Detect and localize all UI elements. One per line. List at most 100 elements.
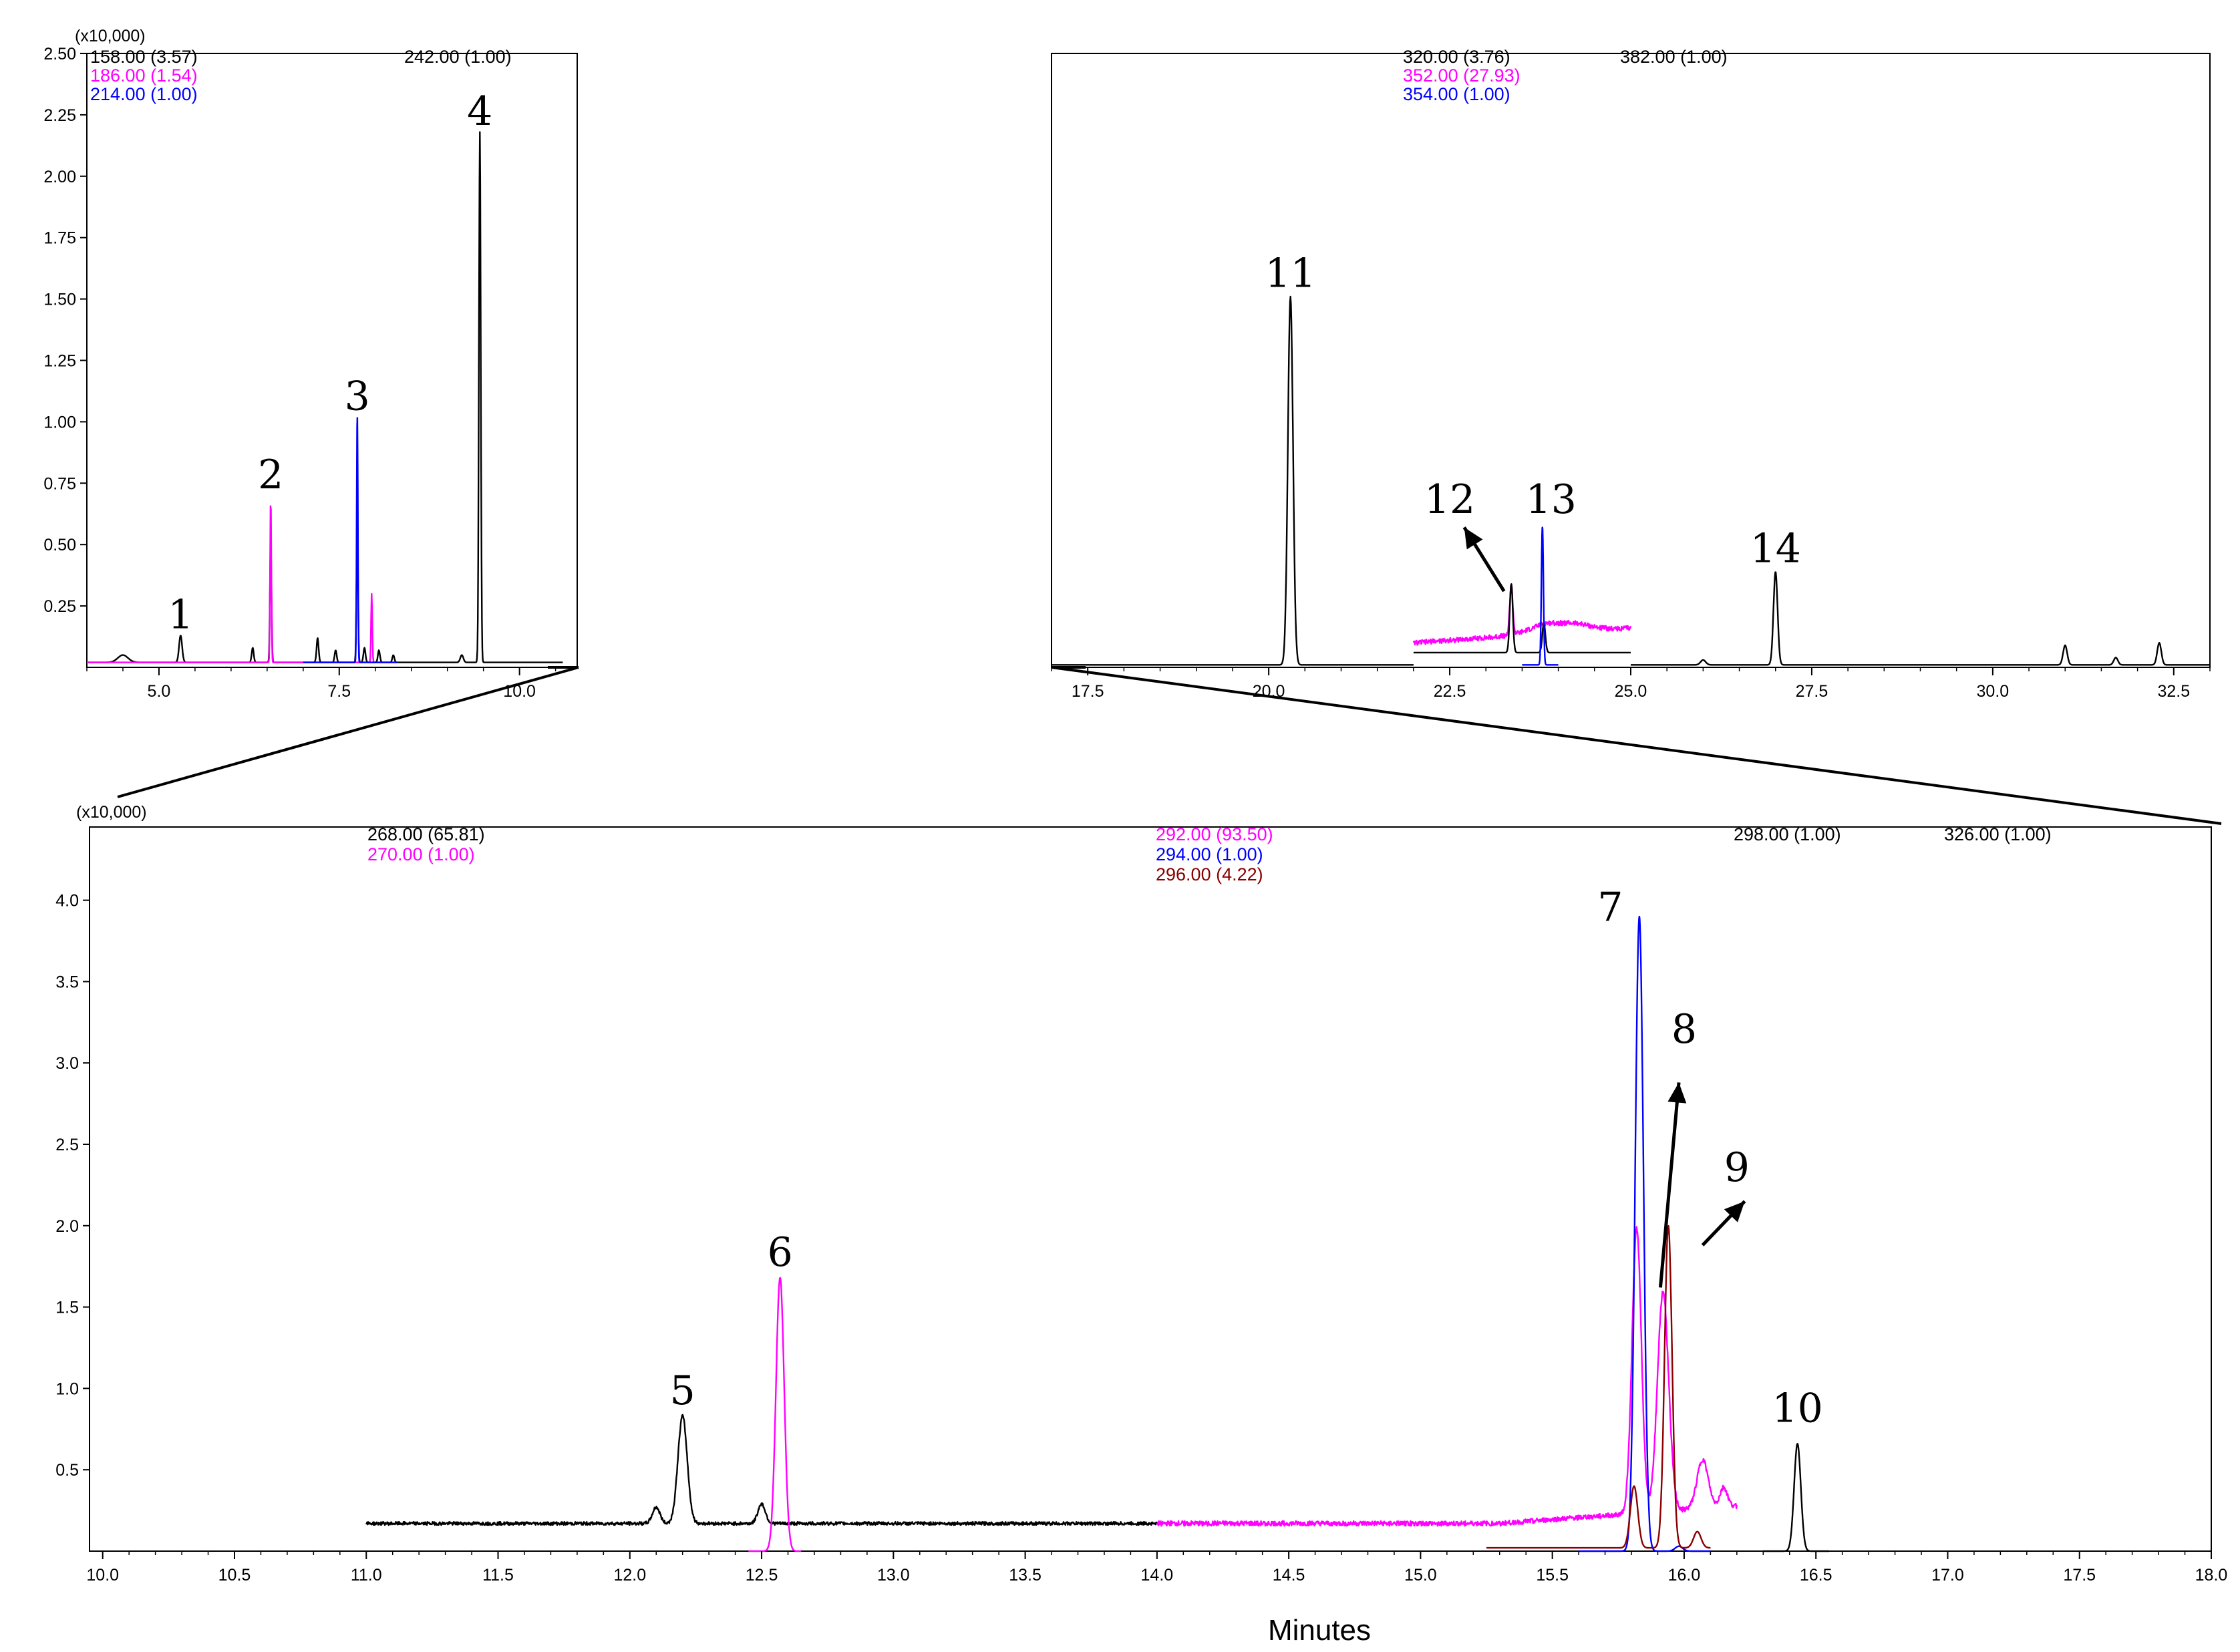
trace-series xyxy=(1630,571,2211,666)
x-tick-label: 12.0 xyxy=(613,1566,646,1585)
trace-series xyxy=(1156,1226,1738,1527)
ion-label: 352.00 (27.93) xyxy=(1403,65,1521,86)
ion-label: 214.00 (1.00) xyxy=(90,84,198,104)
trace-series xyxy=(1578,915,1712,1552)
trace-series xyxy=(748,1277,802,1552)
ion-label: 354.00 (1.00) xyxy=(1403,84,1510,104)
x-tick-label: 10.5 xyxy=(218,1566,251,1585)
panel-top-right-axes: 17.5 20.0 22.5 25.0 27.5 30.0 32.5 xyxy=(1051,667,2211,701)
x-tick-label: 15.0 xyxy=(1404,1566,1437,1585)
trace-series xyxy=(365,1414,1158,1526)
peak-label: 10 xyxy=(1772,1385,1822,1432)
panel-top-right-peak-labels: 11 12 13 14 xyxy=(1265,251,1800,572)
y-tick-label: 2.50 xyxy=(43,45,76,63)
panel-bottom-ion-legend: 268.00 (65.81)270.00 (1.00) 292.00 (93.50… xyxy=(367,824,2052,884)
trace-series xyxy=(1413,583,1631,654)
x-tick-label: 11.5 xyxy=(482,1566,514,1585)
trace-series xyxy=(1051,295,1414,666)
y-tick-label: 0.50 xyxy=(43,536,76,554)
y-tick-label: 1.5 xyxy=(55,1299,79,1317)
y-tick-label: 1.0 xyxy=(55,1379,79,1398)
y-tick-label: 4.0 xyxy=(55,892,79,911)
annotation-arrowhead xyxy=(1464,527,1483,550)
panel-bottom-axes: 10.0 10.5 11.0 11.5 12.0 12.5 13.0 13.5 14.0 14.5… xyxy=(55,892,2227,1585)
trace-series xyxy=(86,505,397,663)
annotation-arrow xyxy=(1658,1082,1681,1288)
panel-top-left-chromatogram: (x10,000) 5.0 7.5 10.00.250.500.751.001.25… xyxy=(43,27,578,701)
panel-bottom-chromatogram: (x10,000) 10.0 10.5 11.0 11.5 12.0 12.5 13.0 13… xyxy=(55,803,2227,1647)
y-multiplier-bottom: (x10,000) xyxy=(76,803,147,822)
ion-label: 158.00 (3.57) xyxy=(90,47,198,67)
x-axis-title: Minutes xyxy=(1268,1614,1371,1647)
trace-series xyxy=(1521,526,1559,666)
panel-bottom-traces xyxy=(365,915,1830,1552)
zoom-connector-left xyxy=(117,666,579,798)
peak-label: 2 xyxy=(258,452,283,498)
ion-label: 298.00 (1.00) xyxy=(1734,824,1841,844)
panel-top-left-peak-labels: 1 2 3 4 xyxy=(168,88,492,639)
peak-label: 3 xyxy=(345,373,370,420)
panel-top-right-traces xyxy=(1051,295,2211,666)
ion-label: 296.00 (4.22) xyxy=(1156,864,1263,884)
y-tick-label: 0.25 xyxy=(43,597,76,616)
peak-label: 14 xyxy=(1750,525,1801,572)
x-tick-label: 27.5 xyxy=(1796,682,1828,701)
x-tick-label: 17.5 xyxy=(2063,1566,2096,1585)
panel-top-left-ion-legend: 158.00 (3.57)186.00 (1.54)214.00 (1.00) 2… xyxy=(90,47,512,104)
x-tick-label: 18.0 xyxy=(2195,1566,2228,1585)
panel-top-left-traces xyxy=(86,131,563,663)
y-tick-label: 2.00 xyxy=(43,168,76,186)
peak-label: 9 xyxy=(1724,1144,1750,1191)
x-tick-label: 11.0 xyxy=(351,1566,382,1585)
peak-label: 7 xyxy=(1597,884,1623,931)
trace-series xyxy=(396,131,563,663)
y-tick-label: 1.50 xyxy=(43,291,76,309)
peak-label: 11 xyxy=(1265,251,1315,297)
x-tick-label: 15.5 xyxy=(1536,1566,1569,1585)
x-tick-label: 25.0 xyxy=(1615,682,1647,701)
x-tick-label: 17.5 xyxy=(1072,682,1104,701)
x-tick-label: 14.0 xyxy=(1141,1566,1174,1585)
x-tick-label: 14.5 xyxy=(1273,1566,1305,1585)
peak-annotation-arrows xyxy=(1462,526,1746,1288)
peak-label: 12 xyxy=(1424,476,1475,523)
x-tick-label: 13.5 xyxy=(1009,1566,1042,1585)
x-tick-label: 12.5 xyxy=(746,1566,778,1585)
ion-label: 292.00 (93.50) xyxy=(1156,824,1273,844)
ion-label: 268.00 (65.81) xyxy=(367,824,485,844)
ion-label: 270.00 (1.00) xyxy=(367,844,475,864)
x-tick-label: 16.5 xyxy=(1800,1566,1832,1585)
trace-series xyxy=(1412,583,1632,646)
x-tick-label: 17.0 xyxy=(1931,1566,1964,1585)
y-tick-label: 1.75 xyxy=(43,229,76,248)
y-tick-label: 0.75 xyxy=(43,474,76,493)
trace-series xyxy=(303,417,397,663)
ion-label: 294.00 (1.00) xyxy=(1156,844,1263,864)
peak-label: 6 xyxy=(768,1229,793,1276)
y-multiplier-top-left: (x10,000) xyxy=(75,27,146,45)
panel-bottom-frame xyxy=(89,826,2212,1552)
x-tick-label: 10.0 xyxy=(86,1566,119,1585)
trace-series xyxy=(1486,1224,1711,1549)
ion-label: 382.00 (1.00) xyxy=(1620,47,1728,67)
trace-series xyxy=(86,527,397,663)
annotation-arrowhead xyxy=(1724,1201,1745,1222)
x-tick-label: 16.0 xyxy=(1668,1566,1701,1585)
ion-label: 326.00 (1.00) xyxy=(1944,824,2052,844)
panel-top-right-frame xyxy=(1051,53,2211,668)
panel-top-right-chromatogram: 17.5 20.0 22.5 25.0 27.5 30.0 32.5 320.00 (3.7… xyxy=(1051,47,2211,701)
y-tick-label: 2.0 xyxy=(55,1217,79,1236)
ion-label: 242.00 (1.00) xyxy=(404,47,512,67)
panel-bottom-peak-labels: 5 6 7 8 9 10 xyxy=(670,884,1823,1432)
y-tick-label: 0.5 xyxy=(55,1461,79,1480)
y-tick-label: 3.5 xyxy=(55,973,79,991)
x-tick-label: 30.0 xyxy=(1977,682,2010,701)
ion-label: 186.00 (1.54) xyxy=(90,65,198,86)
x-tick-label: 32.5 xyxy=(2157,682,2190,701)
peak-label: 4 xyxy=(467,88,492,135)
y-tick-label: 1.00 xyxy=(43,413,76,432)
panel-top-left-frame xyxy=(86,53,578,668)
x-tick-label: 5.0 xyxy=(148,682,171,701)
y-tick-label: 3.0 xyxy=(55,1054,79,1073)
